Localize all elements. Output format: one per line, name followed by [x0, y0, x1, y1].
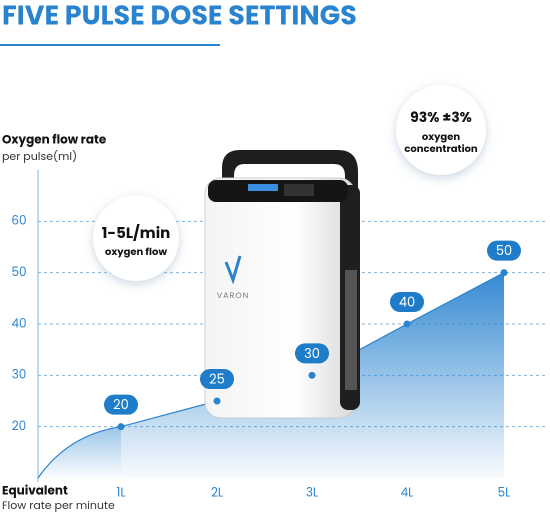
- annotation-text: 1-5L/min: [102, 223, 170, 244]
- y-sublabel: per pulse(ml): [2, 148, 77, 164]
- value-label-bg: [487, 240, 521, 261]
- annotation-text: concentration: [404, 141, 478, 156]
- point: [308, 371, 316, 379]
- x-sublabel: Flow rate per minute: [2, 497, 115, 513]
- x-label: Equivalent: [2, 482, 68, 499]
- annotation: 1-5L/min oxygen flow: [93, 195, 179, 281]
- x-tick-label: 4L: [401, 484, 414, 501]
- y-tick-label: 30: [12, 367, 27, 384]
- area-lead-in: [38, 426, 121, 478]
- value-label: 20: [113, 395, 129, 414]
- device-brand: VARON: [217, 290, 250, 301]
- x-tick-label: 3L: [306, 484, 318, 501]
- point: [500, 269, 508, 277]
- x-tick-label: 2L: [211, 484, 223, 501]
- annotation-text: oxygen: [422, 129, 461, 144]
- value-label: 40: [399, 293, 415, 312]
- value-label: 30: [304, 344, 320, 363]
- y-tick-label: 20: [12, 418, 26, 435]
- value-label-bg: [390, 292, 424, 312]
- x-tick-label: 1L: [116, 484, 125, 501]
- annotation: 93% ±3% oxygen concentration: [396, 85, 486, 175]
- annotation-text: oxygen flow: [105, 244, 167, 259]
- curve-lead-in: [37, 426, 122, 479]
- chart-title: FIVE PULSE DOSE SETTINGS: [2, 0, 357, 35]
- value-label: 25: [209, 370, 225, 389]
- value-label-bg: [295, 343, 329, 364]
- y-label: Oxygen flow rate: [2, 131, 107, 148]
- point: [117, 423, 125, 431]
- x-tick-label: 5L: [498, 484, 511, 501]
- y-tick-label: 40: [11, 315, 26, 332]
- y-tick-label: 60: [11, 213, 26, 230]
- value-label-bg: [104, 394, 138, 415]
- point: [213, 397, 221, 405]
- point: [403, 320, 411, 328]
- title-underline: [0, 44, 220, 46]
- y-tick-label: 50: [11, 264, 26, 281]
- series: 20 25 30 40 50 1L 2L 3L 4L 5L: [104, 240, 521, 501]
- annotation-text: 93% ±3%: [410, 107, 472, 127]
- value-label: 50: [496, 241, 512, 260]
- value-label-bg: [200, 369, 234, 389]
